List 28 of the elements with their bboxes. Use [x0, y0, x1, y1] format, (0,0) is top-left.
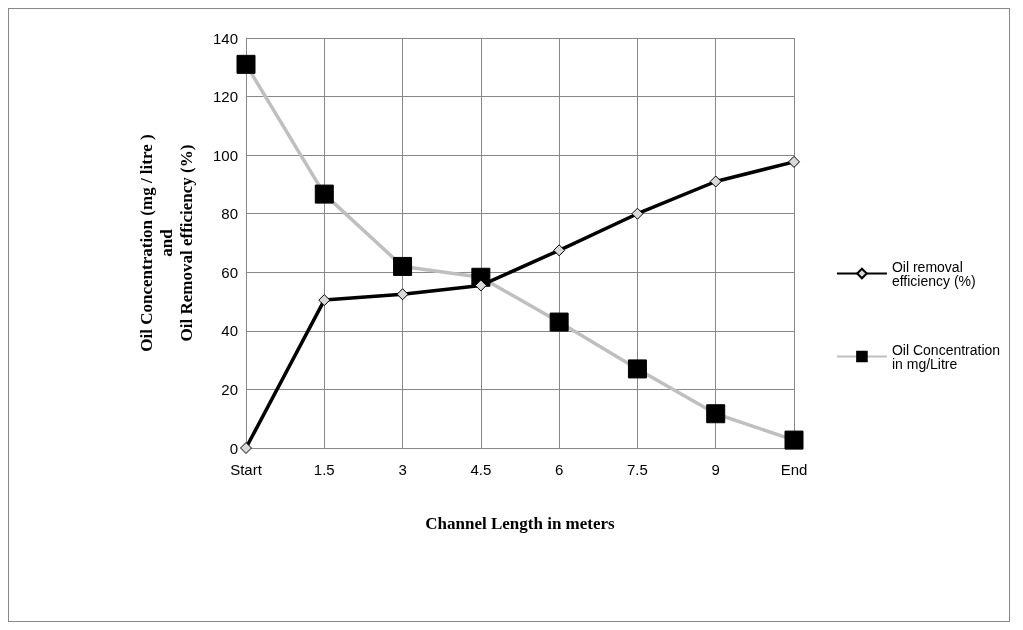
point: [631, 207, 644, 220]
x-tick-label: 1.5: [313, 461, 335, 478]
x-tick-label: 4.5: [470, 461, 492, 478]
x-tick-label: End: [780, 461, 808, 478]
x-tick-label: 7.5: [627, 461, 648, 478]
x-axis-title: Channel Length in meters: [425, 514, 616, 533]
y-tick-label: 100: [212, 146, 238, 164]
y-tick-label: 120: [212, 88, 238, 106]
legend-label: Oil removal efficiency (%): [891, 258, 976, 289]
point: [553, 244, 566, 257]
point: [240, 442, 252, 454]
y-tick-label: 0: [229, 439, 238, 457]
point: [709, 175, 722, 188]
x-tick-label: 3: [398, 461, 407, 478]
point: [396, 288, 409, 301]
point: [474, 279, 487, 292]
y-tick-label: 140: [212, 29, 238, 47]
point: [318, 294, 331, 307]
y-axis-title: Oil Concentration (mg / litre ) and Oil Removal efficiency (%): [136, 134, 196, 352]
x-tick-label: 9: [711, 461, 720, 478]
point: [788, 155, 800, 168]
x-tick-label: 6: [554, 461, 564, 478]
x-tick-label: Start: [230, 461, 263, 478]
y-tick-label: 60: [221, 263, 238, 281]
legend-label: Oil Concentration in mg/Litre: [891, 341, 1005, 372]
y-tick-label: 40: [221, 322, 238, 340]
y-tick-label: 80: [221, 205, 238, 223]
y-tick-label: 20: [221, 380, 238, 398]
